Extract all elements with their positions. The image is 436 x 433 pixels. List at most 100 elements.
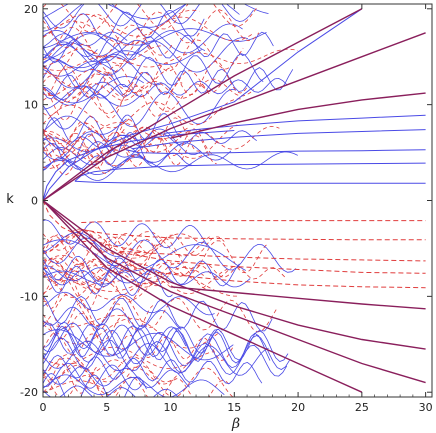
dense-curve-64 [43, 269, 118, 285]
dense-curve-24 [43, 56, 132, 72]
dense-curve-114 [43, 385, 179, 397]
dense-curve-77 [43, 254, 125, 283]
dense-curve-86 [43, 235, 162, 267]
dense-curve-83 [43, 363, 99, 394]
dense-curve-108 [43, 327, 290, 370]
dense-curve-74 [43, 346, 214, 369]
dense-curve-32 [43, 67, 294, 100]
dense-curve-27 [43, 130, 257, 151]
dense-curve-18 [43, 88, 237, 130]
dense-curve-99 [43, 321, 219, 354]
dense-curve-93 [43, 300, 154, 332]
dense-curve-44 [43, 66, 174, 96]
dense-curve-88 [43, 315, 127, 328]
dense-curve-53 [43, 126, 160, 153]
dense-curve-111 [43, 362, 144, 391]
dense-curve-22 [43, 77, 288, 101]
series-dashed-red-line-1 [81, 228, 426, 241]
dense-curve-58 [43, 9, 200, 38]
dense-curve-57 [43, 24, 173, 60]
dense-curve-94 [43, 270, 112, 285]
dense-curve-81 [43, 259, 228, 295]
axes-layer: 0 5 10 15 20 25 30 -20 -10 0 10 20 [20, 3, 433, 414]
dense-curve-48 [43, 78, 255, 104]
dense-curve-96 [43, 237, 297, 273]
dense-curve-107 [43, 268, 131, 287]
dense-curve-56 [43, 121, 190, 143]
dense-curve-46 [43, 143, 161, 169]
series-dashed-red-line-3 [119, 251, 426, 274]
dense-curve-6 [43, 23, 243, 57]
series-dashed-red-line-2 [119, 250, 426, 262]
series-purple-line-line-4 [43, 199, 426, 350]
dense-curve-38 [43, 45, 165, 67]
series-purple-line-line-5 [43, 199, 426, 384]
series-layer [43, 8, 426, 393]
dense-curve-40 [43, 39, 244, 76]
dense-curve-90 [43, 353, 198, 383]
x-tick-label: 25 [355, 401, 369, 414]
series-solid-blue-line-0 [74, 180, 426, 184]
dense-curve-47 [43, 16, 254, 46]
dense-curve-118 [43, 366, 190, 388]
series-solid-blue-line-3 [132, 129, 426, 150]
series-purple-line-line-3 [170, 286, 426, 310]
dense-curve-100 [43, 329, 234, 361]
dense-curve-43 [43, 83, 211, 117]
dense-curve-16 [43, 41, 98, 59]
dense-curve-103 [43, 340, 269, 376]
dense-curve-39 [43, 81, 183, 121]
series-purple-line-line-0 [170, 92, 426, 139]
y-tick-label: -10 [20, 290, 38, 303]
dense-curve-49 [43, 48, 298, 71]
x-tick-label: 30 [419, 401, 433, 414]
dense-curve-14 [43, 4, 269, 20]
dense-curve-42 [43, 70, 224, 98]
dense-curve-51 [43, 98, 244, 129]
y-tick-label: -20 [20, 386, 38, 399]
dense-curve-105 [43, 291, 215, 316]
dense-curve-31 [43, 4, 240, 32]
x-tick-label: 0 [40, 401, 47, 414]
dense-curve-layer [43, 4, 298, 397]
dense-curve-102 [43, 232, 123, 257]
dense-curve-119 [43, 373, 147, 397]
series-solid-blue-line-2 [125, 149, 426, 155]
dense-curve-69 [43, 331, 235, 361]
series-solid-blue-line-1 [74, 162, 426, 182]
y-tick-label: 0 [31, 195, 38, 208]
dense-curve-91 [43, 374, 230, 397]
dense-curve-75 [43, 240, 163, 273]
x-tick-label: 5 [103, 401, 110, 414]
dense-curve-33 [43, 4, 254, 29]
series-dashed-red-line-4 [157, 271, 426, 289]
dense-curve-15 [43, 53, 264, 90]
dense-curve-45 [43, 60, 248, 101]
dense-curve-67 [43, 279, 153, 300]
dense-curve-65 [43, 364, 176, 385]
dense-curve-87 [43, 231, 225, 256]
x-tick-label: 20 [291, 401, 305, 414]
dense-curve-13 [43, 113, 182, 143]
dense-curve-68 [43, 313, 138, 342]
dense-curve-1 [43, 85, 143, 110]
series-dashed-red-line-5 [43, 200, 146, 253]
dense-curve-30 [43, 54, 162, 89]
dense-curve-113 [43, 265, 173, 298]
dense-curve-3 [43, 49, 202, 69]
dense-curve-71 [43, 258, 287, 280]
y-tick-label: 20 [24, 3, 38, 16]
dense-curve-26 [43, 155, 149, 181]
series-purple-line-line-1 [43, 8, 363, 202]
dense-curve-116 [43, 325, 271, 364]
series-purple-line-line-2 [43, 32, 426, 202]
y-tick-label: 10 [24, 99, 38, 112]
dense-curve-61 [43, 234, 269, 274]
dense-curve-117 [43, 219, 209, 249]
dense-curve-101 [43, 374, 225, 397]
x-tick-label: 10 [164, 401, 178, 414]
series-dashed-red-line-0 [81, 220, 426, 223]
plot-frame [42, 3, 433, 398]
series-solid-blue-line-6 [43, 8, 363, 201]
